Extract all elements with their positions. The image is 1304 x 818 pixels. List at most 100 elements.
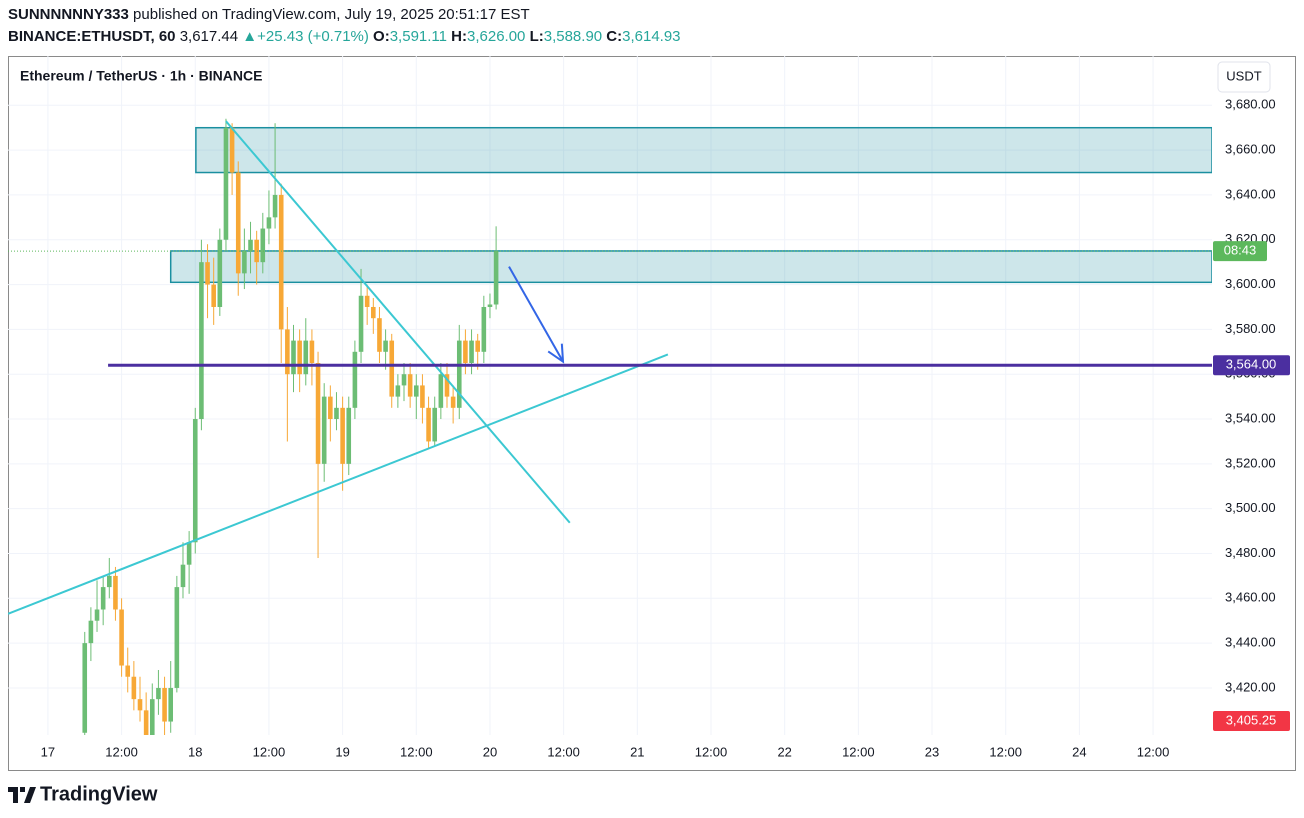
chart-frame [8,56,1296,771]
x-tick-label: 23 [925,744,939,759]
candle-body [334,407,339,420]
candle-body [364,295,370,307]
currency: USDT [1226,68,1261,83]
candle-body [149,699,155,735]
candle-body [346,407,352,464]
candle-body [389,340,395,397]
y-tick-label: 3,520.00 [1225,455,1276,470]
brand: TradingView [40,783,158,805]
countdown-label: 08:43 [1224,243,1257,258]
y-tick-label: 3,540.00 [1225,410,1276,425]
logo [8,787,36,803]
candle-body [413,385,419,397]
candle-body [131,676,137,700]
x-tick-label: 12:00 [695,744,728,759]
x-tick-label: 18 [188,744,202,759]
countdown-box [1213,241,1267,262]
candle-body [285,329,290,375]
candle-body [432,407,438,442]
candle-body [463,340,468,364]
candle-body [186,542,192,565]
candle-body [174,587,180,688]
candle-body [242,250,247,274]
candle-body [383,340,388,352]
candle-body [303,340,309,375]
candle-body [420,385,425,408]
candle-body [438,374,444,408]
arrow-head [547,343,565,364]
candle-body [137,699,143,711]
candle-body [180,564,186,588]
candle-body [444,374,450,397]
x-tick-label: 12:00 [547,744,580,759]
ohlc-key: O: [373,28,390,45]
candle-body [94,609,100,621]
candle-body [82,643,88,733]
candle-body [88,620,94,644]
ohlc-value: 3,591.11 [389,28,447,45]
last-price: 3,617.44 [179,28,239,45]
x-tick-label: 12:00 [989,744,1022,759]
candle-body [340,407,345,464]
y-tick-label: 3,600.00 [1225,276,1276,291]
candle-body [321,396,327,464]
x-tick-label: 12:00 [253,744,286,759]
x-tick-label: 19 [335,744,349,759]
candle-body [229,127,235,173]
candle-body [266,217,272,229]
y-tick-label: 3,420.00 [1225,679,1276,694]
up-triangle: ▲ [242,28,258,45]
candle-body [469,340,474,364]
candle-body [352,351,358,408]
candle-body [493,251,499,305]
candle-body [100,587,106,610]
ohlc-value: 3,588.90 [543,28,603,45]
chart-title: Ethereum / TetherUS · 1h · BINANCE [20,68,262,84]
candle-body [426,407,431,442]
x-tick-label: 12:00 [400,744,433,759]
candle-body [205,262,210,285]
y-tick-label: 3,640.00 [1225,186,1276,201]
price-label: 3,405.25 [1226,712,1277,727]
candle-body [407,374,413,397]
candle-body [450,396,456,408]
x-tick-label: 12:00 [1137,744,1170,759]
y-tick-label: 3,660.00 [1225,142,1276,157]
candle-body [235,172,241,274]
candle-body [168,687,174,722]
change: +25.43 (+0.71%) [257,28,369,45]
y-tick-label: 3,440.00 [1225,635,1276,650]
x-tick-label: 24 [1072,744,1086,759]
y-tick-label: 3,680.00 [1225,97,1276,112]
candle-body [119,609,124,666]
candle-body [315,363,321,464]
candle-body [199,262,204,420]
x-tick-label: 12:00 [105,744,138,759]
zone [195,126,1212,174]
trendline [225,120,571,524]
candle-body [456,340,462,408]
candle-body [377,318,382,352]
candle-body [156,687,161,700]
y-tick-label: 3,580.00 [1225,321,1276,336]
candle-body [113,575,118,610]
candle-body [217,239,223,307]
published: published on TradingView.com, July 19, 2… [133,6,530,23]
candle-body [223,127,229,240]
candle-body [291,340,296,375]
ohlc-value: 3,614.93 [622,28,681,45]
candle-body [162,687,167,722]
candle-body [481,306,487,352]
candle-body [309,340,315,364]
ohlc-key: C: [606,28,623,45]
ohlc-key: L: [529,28,544,45]
ohlc-value: 3,626.00 [467,28,526,45]
author: SUNNNNNNY333 [8,6,129,23]
candle-body [107,575,112,588]
candle-body [143,710,149,735]
ohlc: O:3,591.11 H:3,626.00 L:3,588.90 C:3,614… [373,28,680,45]
candle-body [248,239,253,251]
candle-body [125,665,131,677]
